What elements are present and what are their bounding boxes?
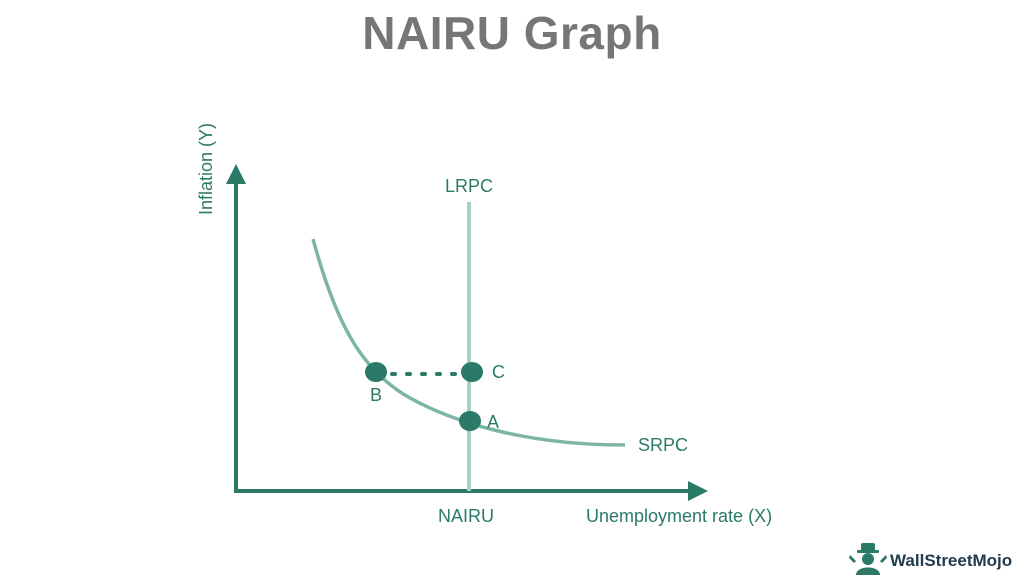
point-c-label: C bbox=[492, 362, 505, 382]
srpc-curve bbox=[311, 238, 626, 447]
page-title: NAIRU Graph bbox=[362, 7, 662, 59]
point-a bbox=[459, 411, 481, 431]
point-b bbox=[365, 362, 387, 382]
x-axis-arrow bbox=[688, 481, 708, 501]
srpc-label: SRPC bbox=[638, 435, 688, 455]
lrpc-label: LRPC bbox=[445, 176, 493, 196]
wallstreetmojo-logo-icon bbox=[849, 543, 887, 575]
x-axis-label: Unemployment rate (X) bbox=[586, 506, 772, 526]
point-a-label: A bbox=[487, 412, 499, 432]
y-axis-label: Inflation (Y) bbox=[196, 123, 216, 215]
y-axis-arrow bbox=[226, 164, 246, 184]
point-c bbox=[461, 362, 483, 382]
nairu-label: NAIRU bbox=[438, 506, 494, 526]
brand-name: WallStreetMojo bbox=[890, 551, 1013, 570]
point-b-label: B bbox=[370, 385, 382, 405]
